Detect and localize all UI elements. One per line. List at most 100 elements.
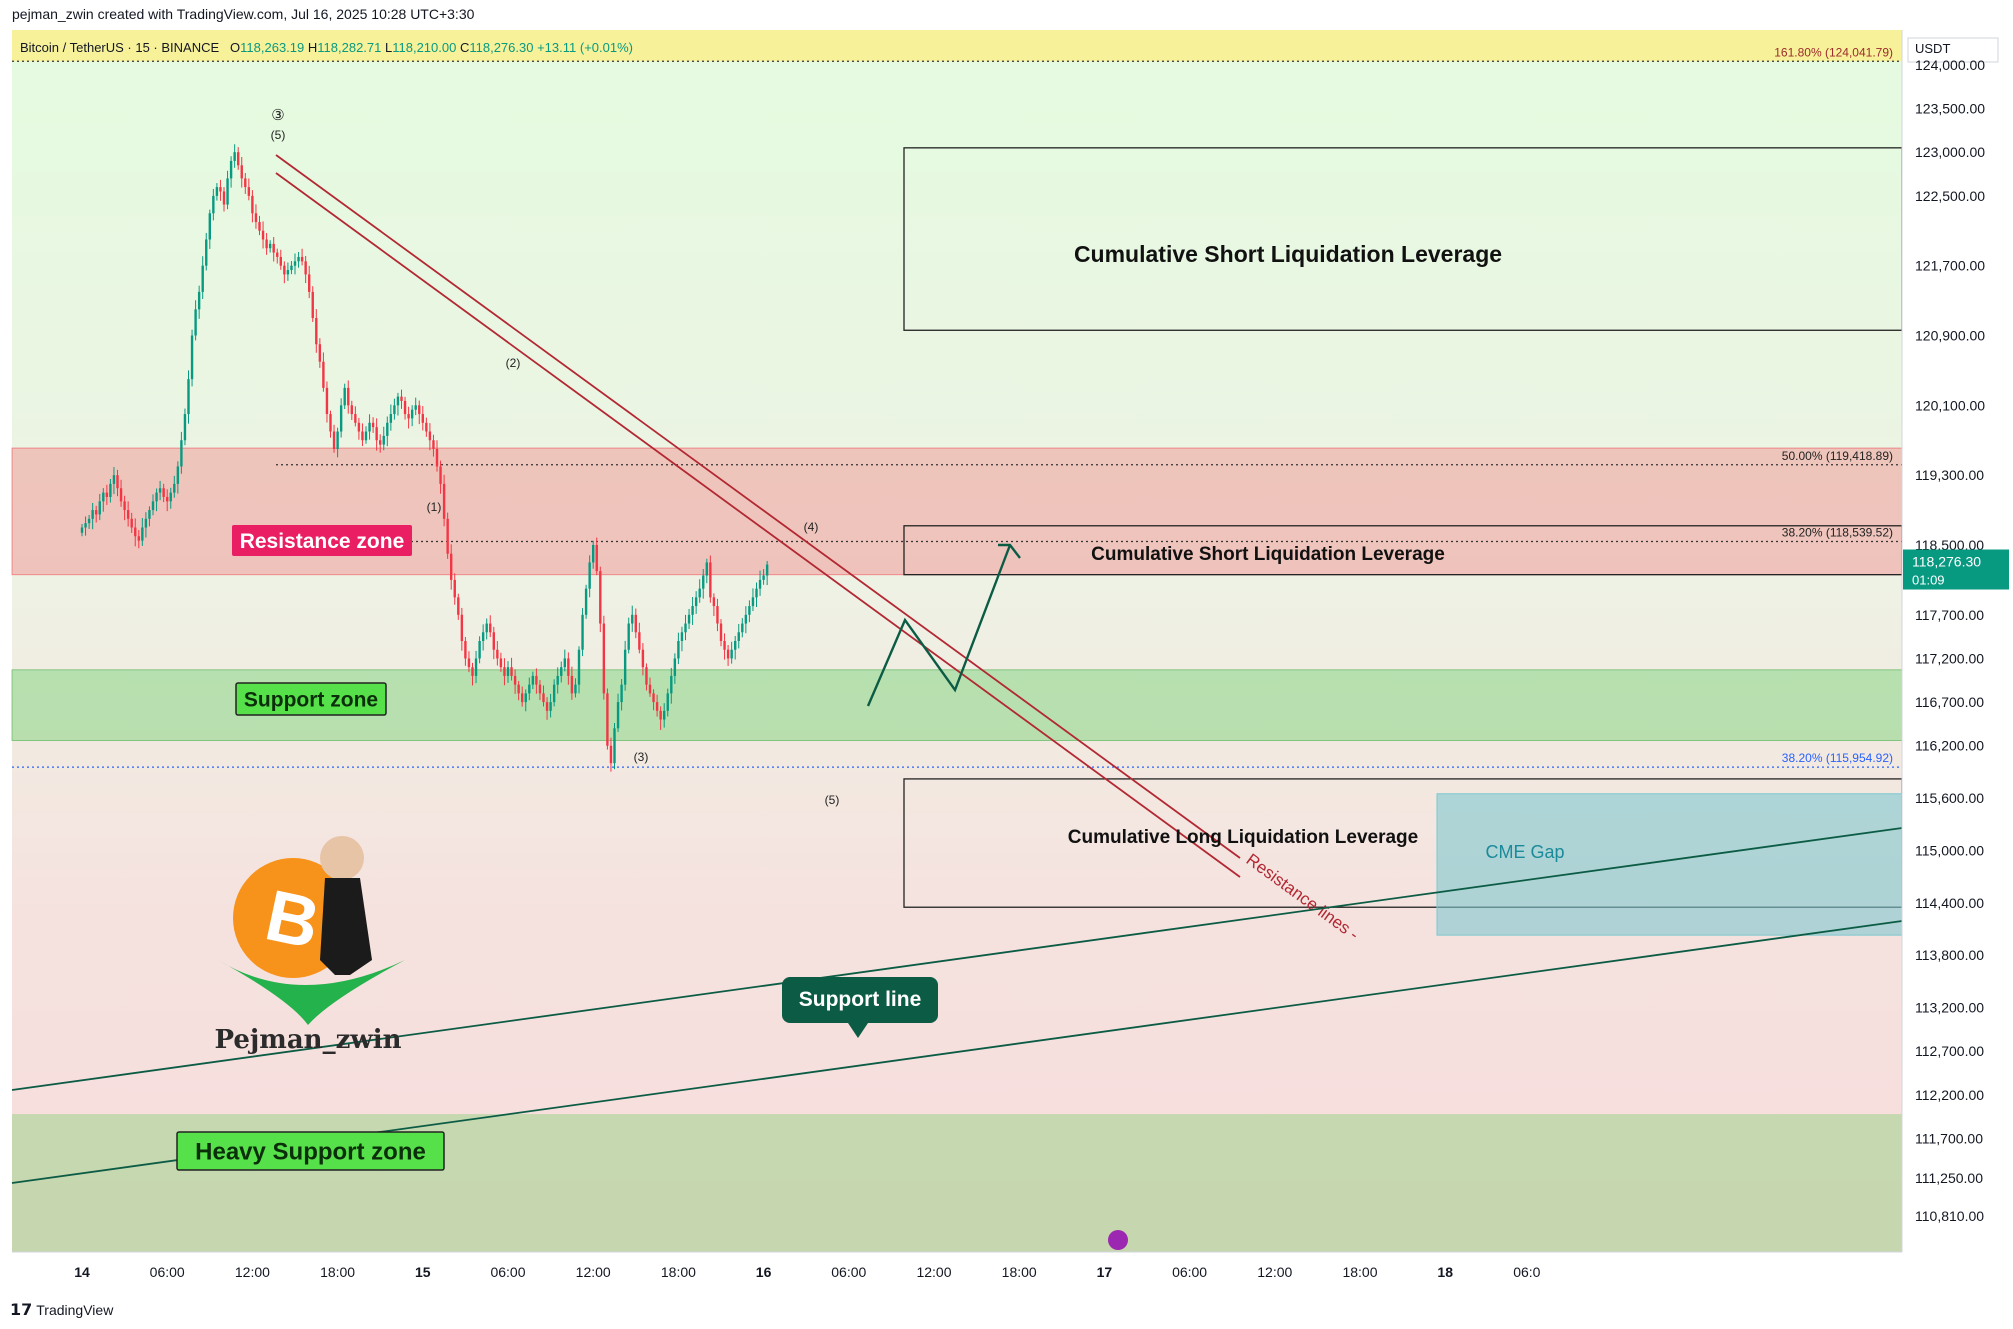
candle[interactable] xyxy=(478,636,481,664)
candle[interactable] xyxy=(343,383,346,409)
candle[interactable] xyxy=(684,614,687,641)
candle[interactable] xyxy=(354,406,357,427)
candle[interactable] xyxy=(492,626,495,660)
candle[interactable] xyxy=(293,253,297,275)
candle[interactable] xyxy=(737,623,740,649)
candle[interactable] xyxy=(765,560,769,586)
support-line-upper[interactable] xyxy=(11,827,1903,1091)
candle[interactable] xyxy=(151,494,155,516)
candle[interactable] xyxy=(446,512,449,559)
candle[interactable] xyxy=(116,469,119,497)
candle[interactable] xyxy=(300,248,304,266)
support-line-callout[interactable]: Support line xyxy=(782,977,938,1038)
candle[interactable] xyxy=(389,404,393,431)
candle[interactable] xyxy=(144,512,148,538)
candle[interactable] xyxy=(364,426,368,444)
candle[interactable] xyxy=(119,479,123,507)
currency-label[interactable]: USDT xyxy=(1915,41,1950,56)
candle[interactable] xyxy=(190,329,194,387)
candle[interactable] xyxy=(556,667,559,694)
candle[interactable] xyxy=(357,417,361,440)
candle[interactable] xyxy=(84,516,87,536)
candle[interactable] xyxy=(574,678,577,698)
candle[interactable] xyxy=(375,418,378,451)
candle[interactable] xyxy=(361,423,364,447)
candle[interactable] xyxy=(258,215,261,236)
candle[interactable] xyxy=(432,434,435,457)
candle[interactable] xyxy=(712,593,716,617)
candle[interactable] xyxy=(212,188,215,221)
candle[interactable] xyxy=(325,381,329,423)
candle[interactable] xyxy=(183,408,187,446)
candle[interactable] xyxy=(606,688,609,750)
candle[interactable] xyxy=(584,584,588,619)
candle[interactable] xyxy=(272,237,275,262)
last-price-badge[interactable]: 118,276.30 01:09 xyxy=(1903,549,2009,590)
candle[interactable] xyxy=(286,262,290,281)
candle[interactable] xyxy=(379,434,382,453)
candle[interactable] xyxy=(464,636,467,666)
candle[interactable] xyxy=(503,658,506,686)
candle[interactable] xyxy=(311,286,314,322)
candle[interactable] xyxy=(80,524,84,537)
candle[interactable] xyxy=(471,662,474,686)
candle[interactable] xyxy=(176,461,180,494)
candle[interactable] xyxy=(318,338,322,368)
time-axis[interactable] xyxy=(0,1252,2013,1292)
candle[interactable] xyxy=(371,417,375,433)
candle[interactable] xyxy=(386,416,389,447)
resistance-line-lower[interactable] xyxy=(275,172,1241,878)
candle[interactable] xyxy=(758,570,762,596)
candle[interactable] xyxy=(102,488,105,512)
candle[interactable] xyxy=(347,380,350,414)
candle[interactable] xyxy=(726,645,730,666)
candle[interactable] xyxy=(538,680,542,701)
candle[interactable] xyxy=(677,632,680,665)
candle[interactable] xyxy=(641,643,645,676)
currency-select[interactable] xyxy=(1907,37,1999,63)
candle[interactable] xyxy=(229,156,233,188)
projection-path[interactable] xyxy=(866,544,1012,707)
candle[interactable] xyxy=(751,588,755,612)
candle[interactable] xyxy=(680,626,684,652)
candle[interactable] xyxy=(396,392,400,416)
candle[interactable] xyxy=(290,261,293,275)
candle[interactable] xyxy=(694,591,698,614)
candle[interactable] xyxy=(240,157,243,188)
candle[interactable] xyxy=(435,440,439,472)
candle[interactable] xyxy=(414,397,417,416)
candle[interactable] xyxy=(421,406,424,431)
candle[interactable] xyxy=(425,417,428,437)
candle[interactable] xyxy=(205,232,208,271)
candle[interactable] xyxy=(265,233,268,255)
candle[interactable] xyxy=(545,697,549,720)
candle[interactable] xyxy=(521,686,524,707)
candle[interactable] xyxy=(634,608,637,639)
candle[interactable] xyxy=(407,406,410,429)
candle[interactable] xyxy=(134,518,137,547)
candle[interactable] xyxy=(87,514,91,529)
candle[interactable] xyxy=(98,493,101,521)
support-zone-label[interactable]: Support zone xyxy=(235,682,387,716)
candle[interactable] xyxy=(450,544,453,590)
candle[interactable] xyxy=(702,568,705,599)
price-axis[interactable] xyxy=(1902,30,2013,1252)
candle[interactable] xyxy=(755,582,758,607)
candle[interactable] xyxy=(187,370,190,424)
candle[interactable] xyxy=(670,667,673,704)
candle[interactable] xyxy=(350,400,353,420)
candle[interactable] xyxy=(247,178,251,201)
candle[interactable] xyxy=(730,641,733,664)
candle[interactable] xyxy=(208,209,211,249)
candle[interactable] xyxy=(329,410,332,438)
candle[interactable] xyxy=(201,256,204,300)
candle[interactable] xyxy=(276,248,279,264)
candle[interactable] xyxy=(663,703,666,728)
candle[interactable] xyxy=(162,483,165,503)
candle[interactable] xyxy=(687,608,691,630)
candle[interactable] xyxy=(95,505,98,523)
candle[interactable] xyxy=(496,641,499,666)
candle[interactable] xyxy=(442,474,446,527)
candle[interactable] xyxy=(474,650,478,684)
candle[interactable] xyxy=(535,668,538,694)
